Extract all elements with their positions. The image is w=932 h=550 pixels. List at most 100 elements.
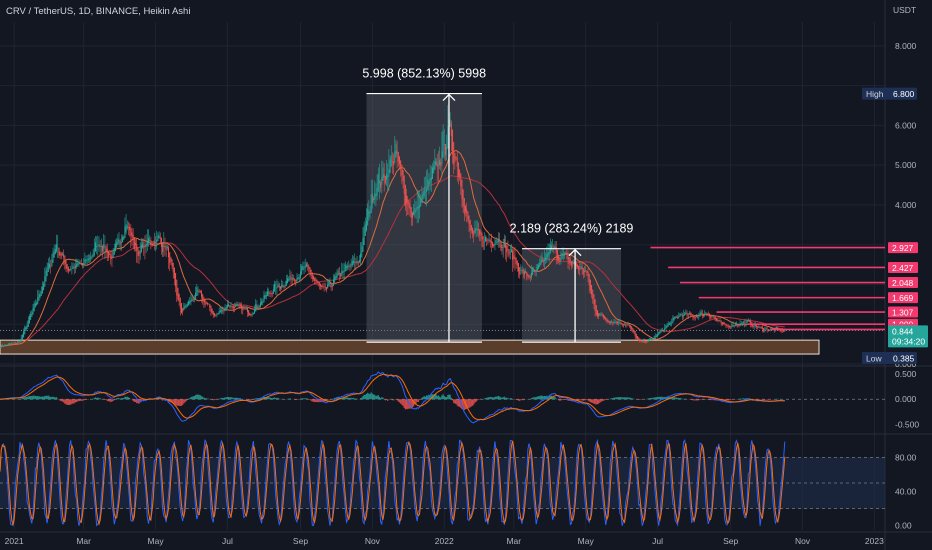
candle-body — [341, 270, 343, 276]
candle-body — [337, 270, 339, 276]
candle-body — [761, 327, 763, 329]
candle-body — [406, 195, 408, 203]
candle-body — [11, 343, 13, 345]
candle-body — [444, 143, 446, 156]
time-axis-tick: Sep — [293, 536, 308, 546]
candle-body — [715, 318, 717, 321]
candle-body — [457, 162, 459, 177]
candle-body — [212, 311, 214, 316]
support-zone[interactable] — [0, 339, 820, 355]
candle-body — [338, 273, 340, 275]
candle-body — [516, 260, 518, 266]
candle-body — [390, 156, 392, 167]
candle-body — [562, 253, 564, 257]
candle-body — [28, 316, 30, 324]
candle-body — [446, 147, 448, 150]
candle-body — [206, 302, 208, 305]
candle-body — [492, 241, 494, 247]
candle-body — [599, 314, 601, 316]
candle-body — [698, 316, 700, 318]
candle-body — [41, 286, 43, 294]
candle-body — [83, 263, 85, 265]
candle-body — [474, 228, 476, 234]
candle-body — [408, 201, 410, 208]
candle-body — [52, 252, 54, 263]
candle-body — [263, 295, 265, 303]
candle-body — [781, 329, 783, 331]
candle-body — [628, 324, 630, 326]
candle-body — [535, 270, 537, 272]
candle-body — [114, 243, 116, 252]
candle-body — [332, 279, 334, 287]
candle-body — [221, 310, 223, 312]
candle-body — [257, 306, 259, 308]
candle-body — [420, 199, 422, 207]
candle-body — [61, 253, 63, 255]
candle-body — [662, 330, 664, 332]
candle-body — [543, 259, 545, 262]
candle-body — [113, 247, 115, 255]
candle-body — [480, 232, 482, 235]
candle-body — [314, 277, 316, 281]
candle-body — [190, 299, 192, 303]
candle-body — [575, 262, 577, 267]
candle-body — [218, 311, 220, 315]
candle-body — [226, 304, 228, 309]
candle-body — [436, 162, 438, 168]
candle-body — [180, 303, 182, 314]
candle-body — [400, 160, 402, 169]
candle-body — [365, 220, 367, 231]
candle-body — [375, 194, 377, 197]
candle-body — [728, 325, 730, 328]
candle-body — [127, 226, 129, 228]
candle-body — [285, 280, 287, 286]
candle-body — [355, 261, 357, 264]
candle-body — [730, 326, 732, 328]
candle-body — [568, 257, 570, 264]
measurement-box[interactable] — [366, 93, 482, 343]
candle-body — [433, 166, 435, 174]
candle-body — [736, 324, 738, 326]
candle-body — [387, 175, 389, 177]
candle-body — [295, 279, 297, 283]
candle-body — [428, 181, 430, 185]
candle-body — [1, 345, 3, 347]
time-axis-tick: Mar — [76, 536, 91, 546]
candle-body — [403, 175, 405, 195]
candle-body — [572, 263, 574, 265]
measurement-label: 2.189 (283.24%) 2189 — [510, 222, 634, 236]
candle-body — [429, 178, 431, 184]
candle-body — [637, 335, 639, 339]
candle-body — [434, 161, 436, 170]
candle-body — [616, 322, 618, 324]
candle-body — [20, 338, 22, 342]
candle-body — [93, 247, 95, 256]
candle-body — [84, 259, 86, 264]
candle-body — [734, 324, 736, 326]
candle-body — [674, 316, 676, 319]
candle-body — [573, 262, 575, 264]
candle-body — [142, 242, 144, 249]
candle-body — [244, 308, 246, 310]
candle-body — [685, 312, 687, 315]
chart-title: CRV / TetherUS, 1D, BINANCE, Heikin Ashi — [6, 6, 190, 17]
candle-body — [37, 297, 39, 305]
candle-body — [401, 164, 403, 176]
candle-body — [70, 269, 72, 270]
candle-body — [596, 310, 598, 317]
y-axis-unit: USDT — [893, 5, 916, 15]
candle-body — [238, 304, 240, 306]
candle-body — [357, 261, 359, 264]
candle-body — [657, 334, 659, 337]
candle-body — [94, 242, 96, 252]
candle-body — [565, 253, 567, 255]
candle-body — [525, 271, 527, 274]
candle-body — [149, 239, 151, 241]
candle-body — [5, 344, 7, 346]
axis-layer: 0.000 4.000 5.000 6.000 8.000 2021 Mar May Jul Se… — [5, 41, 920, 546]
candle-body — [443, 143, 445, 145]
candle-body — [60, 253, 62, 256]
candle-body — [284, 285, 286, 287]
candle-body — [634, 331, 636, 337]
